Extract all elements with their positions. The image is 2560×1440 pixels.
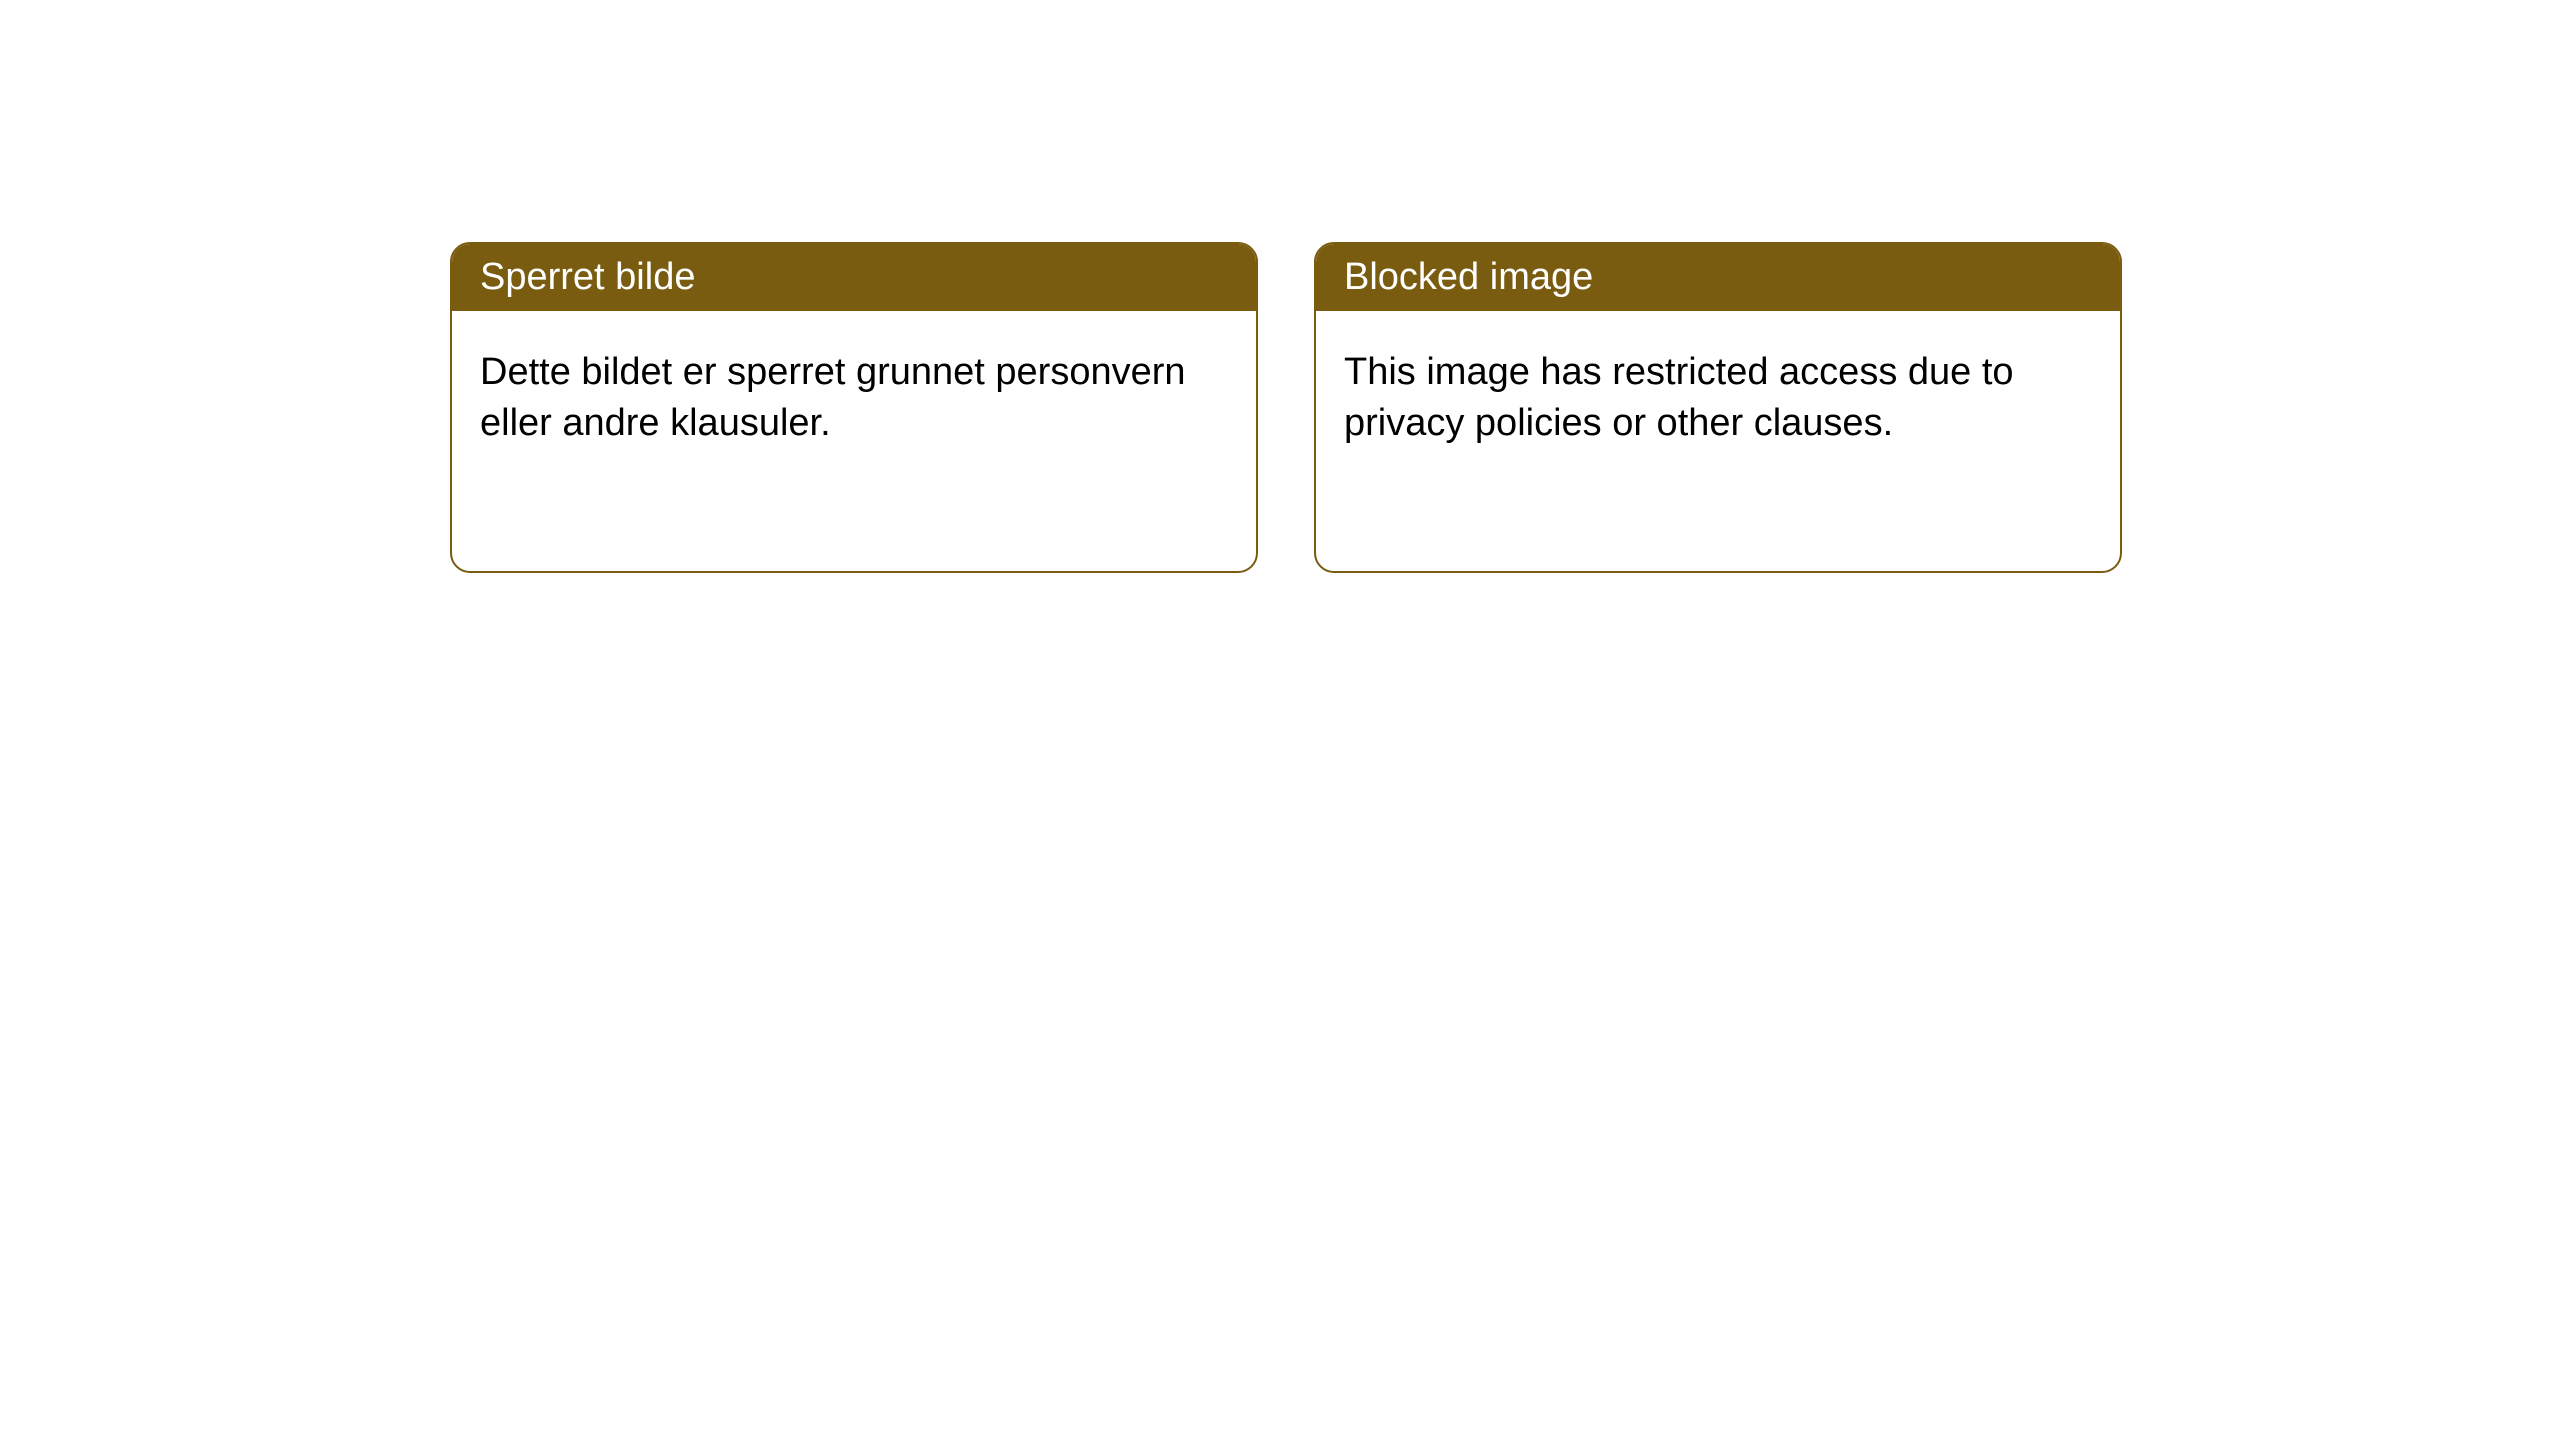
notice-card-english: Blocked image This image has restricted … — [1314, 242, 2122, 573]
notice-card-title: Sperret bilde — [452, 244, 1256, 311]
notice-card-body: Dette bildet er sperret grunnet personve… — [452, 311, 1256, 571]
notice-card-norwegian: Sperret bilde Dette bildet er sperret gr… — [450, 242, 1258, 573]
notice-container: Sperret bilde Dette bildet er sperret gr… — [0, 0, 2560, 573]
notice-card-title: Blocked image — [1316, 244, 2120, 311]
notice-card-body: This image has restricted access due to … — [1316, 311, 2120, 571]
